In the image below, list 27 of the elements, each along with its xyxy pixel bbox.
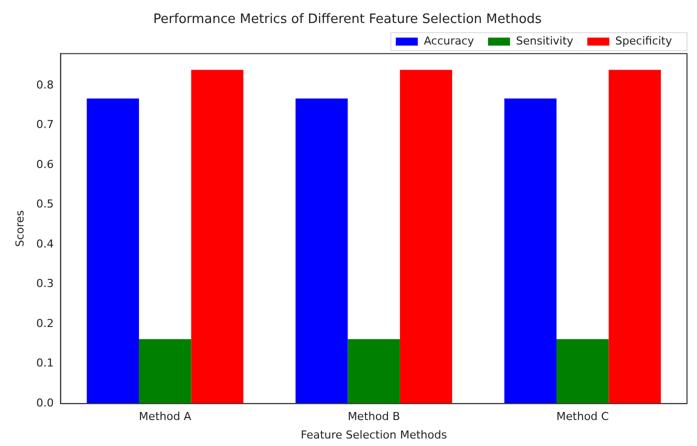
y-axis-title: Scores xyxy=(13,210,26,247)
y-tick-label: 0.7 xyxy=(36,118,54,132)
y-tick-label: 0.1 xyxy=(36,356,54,370)
x-axis-title: Feature Selection Methods xyxy=(300,428,448,442)
bar xyxy=(138,339,192,404)
y-tick-label: 0.0 xyxy=(36,396,54,410)
bar xyxy=(608,70,661,404)
bar xyxy=(191,70,244,404)
y-tick-label: 0.3 xyxy=(36,277,54,290)
legend-label: Accuracy xyxy=(424,34,475,48)
bar xyxy=(86,98,139,404)
y-tick-label: 0.6 xyxy=(36,158,54,171)
x-tick-label: Method B xyxy=(348,410,400,424)
x-tick-label: Method C xyxy=(556,410,610,424)
y-tick-label: 0.2 xyxy=(36,316,54,330)
bar xyxy=(348,339,400,404)
legend-label: Specificity xyxy=(615,34,672,48)
chart-title: Performance Metrics of Different Feature Selection Methods xyxy=(153,12,542,28)
y-tick-label: 0.4 xyxy=(36,237,54,250)
y-tick-label: 0.8 xyxy=(36,78,54,92)
bar xyxy=(400,70,452,404)
legend-label: Sensitivity xyxy=(516,34,574,48)
y-tick-label: 0.5 xyxy=(36,198,54,211)
bar xyxy=(504,98,557,404)
bar xyxy=(556,339,609,404)
bar xyxy=(296,98,348,404)
x-tick-label: Method A xyxy=(138,410,192,424)
